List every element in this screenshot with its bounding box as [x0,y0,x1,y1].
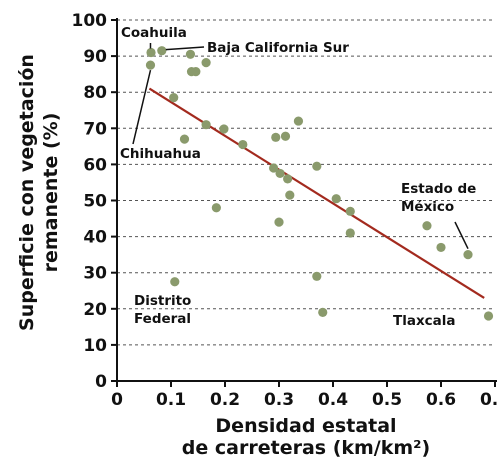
y-tick-label: 50 [83,192,107,212]
y-tick-label: 40 [83,228,107,248]
data-point [275,169,284,178]
data-point [281,132,290,141]
data-point [157,46,166,55]
data-point [484,311,493,320]
annotation-leader [166,47,204,50]
data-point [318,308,327,317]
data-point [170,277,179,286]
annotation-label: Distrito Federal [134,293,191,327]
annotation-line: Federal [134,311,191,327]
x-tick-label: 0.4 [318,390,348,410]
data-point [312,162,321,171]
x-tick-label: 0.2 [210,390,240,410]
data-point [238,140,247,149]
y-axis-title-line: remanente (%) [40,113,62,273]
data-point [274,218,283,227]
y-tick-label: 20 [83,300,107,320]
x-tick-label: 0.1 [156,390,186,410]
data-point [285,190,294,199]
y-tick-label: 90 [83,47,107,67]
y-tick-label: 60 [83,155,107,175]
data-point [463,250,472,259]
annotation-line: Distrito [134,293,191,309]
data-point [436,243,445,252]
annotation-leader [133,70,150,144]
x-tick-label: 0.6 [426,390,456,410]
annotation-line: Tlaxcala [393,313,456,329]
data-point [422,221,431,230]
y-tick-label: 10 [83,336,107,356]
data-point [212,203,221,212]
data-point [332,194,341,203]
data-point [180,135,189,144]
y-tick-label: 70 [83,119,107,139]
y-tick-label: 80 [83,83,107,103]
data-point [191,67,200,76]
data-point [186,50,195,59]
data-point [294,116,303,125]
data-point [202,120,211,129]
x-axis-title-line: Densidad estatal [215,415,396,437]
x-tick-label: 0 [111,390,123,410]
annotation-line: Chihuahua [120,146,201,162]
y-axis-title-line: Superficie con vegetación [16,54,38,331]
data-point [346,207,355,216]
annotation-label: Tlaxcala [393,313,456,329]
data-point [146,48,155,57]
data-point [169,93,178,102]
data-point [146,61,155,70]
data-point [283,174,292,183]
annotation-line: Coahuila [121,25,187,41]
annotation-label: Coahuila [121,25,187,41]
y-tick-label: 30 [83,264,107,284]
data-point [219,124,228,133]
annotation-line: Estado de [401,181,476,197]
annotation-label: Chihuahua [120,146,201,162]
annotation-line: Baja California Sur [207,40,349,56]
annotation-label: Baja California Sur [207,40,349,56]
x-tick-label: 0.7 [480,390,499,410]
x-tick-label: 0.3 [264,390,294,410]
data-point [271,133,280,142]
x-tick-label: 0.5 [372,390,402,410]
annotation-line: México [401,199,454,215]
annotation-leader [455,222,468,249]
y-tick-label: 0 [95,372,107,392]
data-point [346,228,355,237]
y-tick-label: 100 [72,11,108,31]
annotation-label: Estado de México [401,181,476,215]
data-point [202,58,211,67]
data-point [312,272,321,281]
x-axis-title-line: de carreteras (km/km²) [182,437,430,458]
